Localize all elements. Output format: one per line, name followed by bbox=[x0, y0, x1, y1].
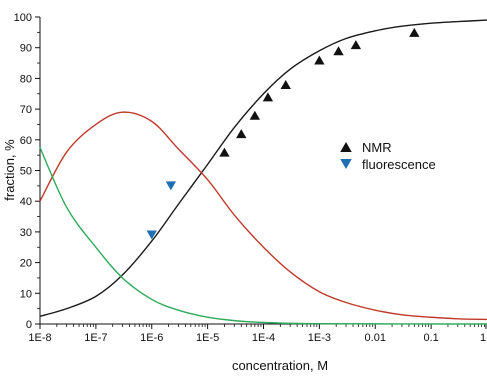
x-tick-label: 1E-6 bbox=[140, 332, 163, 344]
series-curve bbox=[39, 147, 487, 325]
legend-label: NMR bbox=[362, 140, 392, 155]
legend-marker bbox=[340, 159, 352, 169]
y-tick-label: 100 bbox=[14, 12, 32, 24]
markers bbox=[146, 27, 420, 240]
y-tick-label: 40 bbox=[20, 196, 32, 208]
data-point bbox=[249, 110, 261, 120]
data-point bbox=[350, 40, 362, 50]
x-tick-label: 1E-8 bbox=[28, 332, 51, 344]
data-point bbox=[314, 55, 325, 65]
y-tick-label: 80 bbox=[20, 73, 32, 85]
data-point bbox=[280, 80, 291, 90]
x-axis: 1E-8 1E-7 1E-6 1E-5 1E-4 1E-3 0.01 0.1 1 bbox=[28, 324, 487, 344]
y-tick-label: 20 bbox=[20, 258, 32, 270]
x-tick-label: 0.1 bbox=[423, 332, 438, 344]
data-point bbox=[333, 46, 344, 56]
y-tick-label: 10 bbox=[20, 288, 32, 300]
x-tick-label: 1 bbox=[480, 332, 486, 344]
series-curve bbox=[39, 111, 487, 321]
data-point bbox=[219, 147, 230, 157]
x-tick-label: 1E-5 bbox=[196, 332, 219, 344]
y-tick-label: 50 bbox=[20, 166, 32, 178]
y-tick-label: 90 bbox=[20, 43, 32, 55]
x-tick-label: 0.01 bbox=[365, 332, 386, 344]
y-tick-label: 30 bbox=[20, 227, 32, 239]
y-axis-label: fraction, % bbox=[2, 139, 17, 201]
y-tick-label: 0 bbox=[26, 319, 32, 331]
data-point bbox=[262, 92, 274, 102]
y-tick-label: 60 bbox=[20, 135, 32, 147]
data-point bbox=[236, 129, 247, 139]
x-tick-label: 1E-3 bbox=[308, 332, 331, 344]
legend-label: fluorescence bbox=[362, 157, 436, 172]
data-point bbox=[146, 230, 157, 240]
legend-marker bbox=[340, 142, 352, 152]
x-axis-label: concentration, M bbox=[232, 358, 328, 373]
legend: NMR fluorescence bbox=[340, 140, 436, 172]
series-curve bbox=[39, 19, 487, 317]
data-point bbox=[165, 181, 177, 191]
x-tick-label: 1E-4 bbox=[252, 332, 275, 344]
y-axis: 0 10 20 30 40 50 60 70 80 90 100 bbox=[14, 12, 40, 331]
x-tick-label: 1E-7 bbox=[84, 332, 107, 344]
data-point bbox=[409, 27, 420, 37]
y-tick-label: 70 bbox=[20, 104, 32, 116]
curves bbox=[39, 19, 487, 325]
